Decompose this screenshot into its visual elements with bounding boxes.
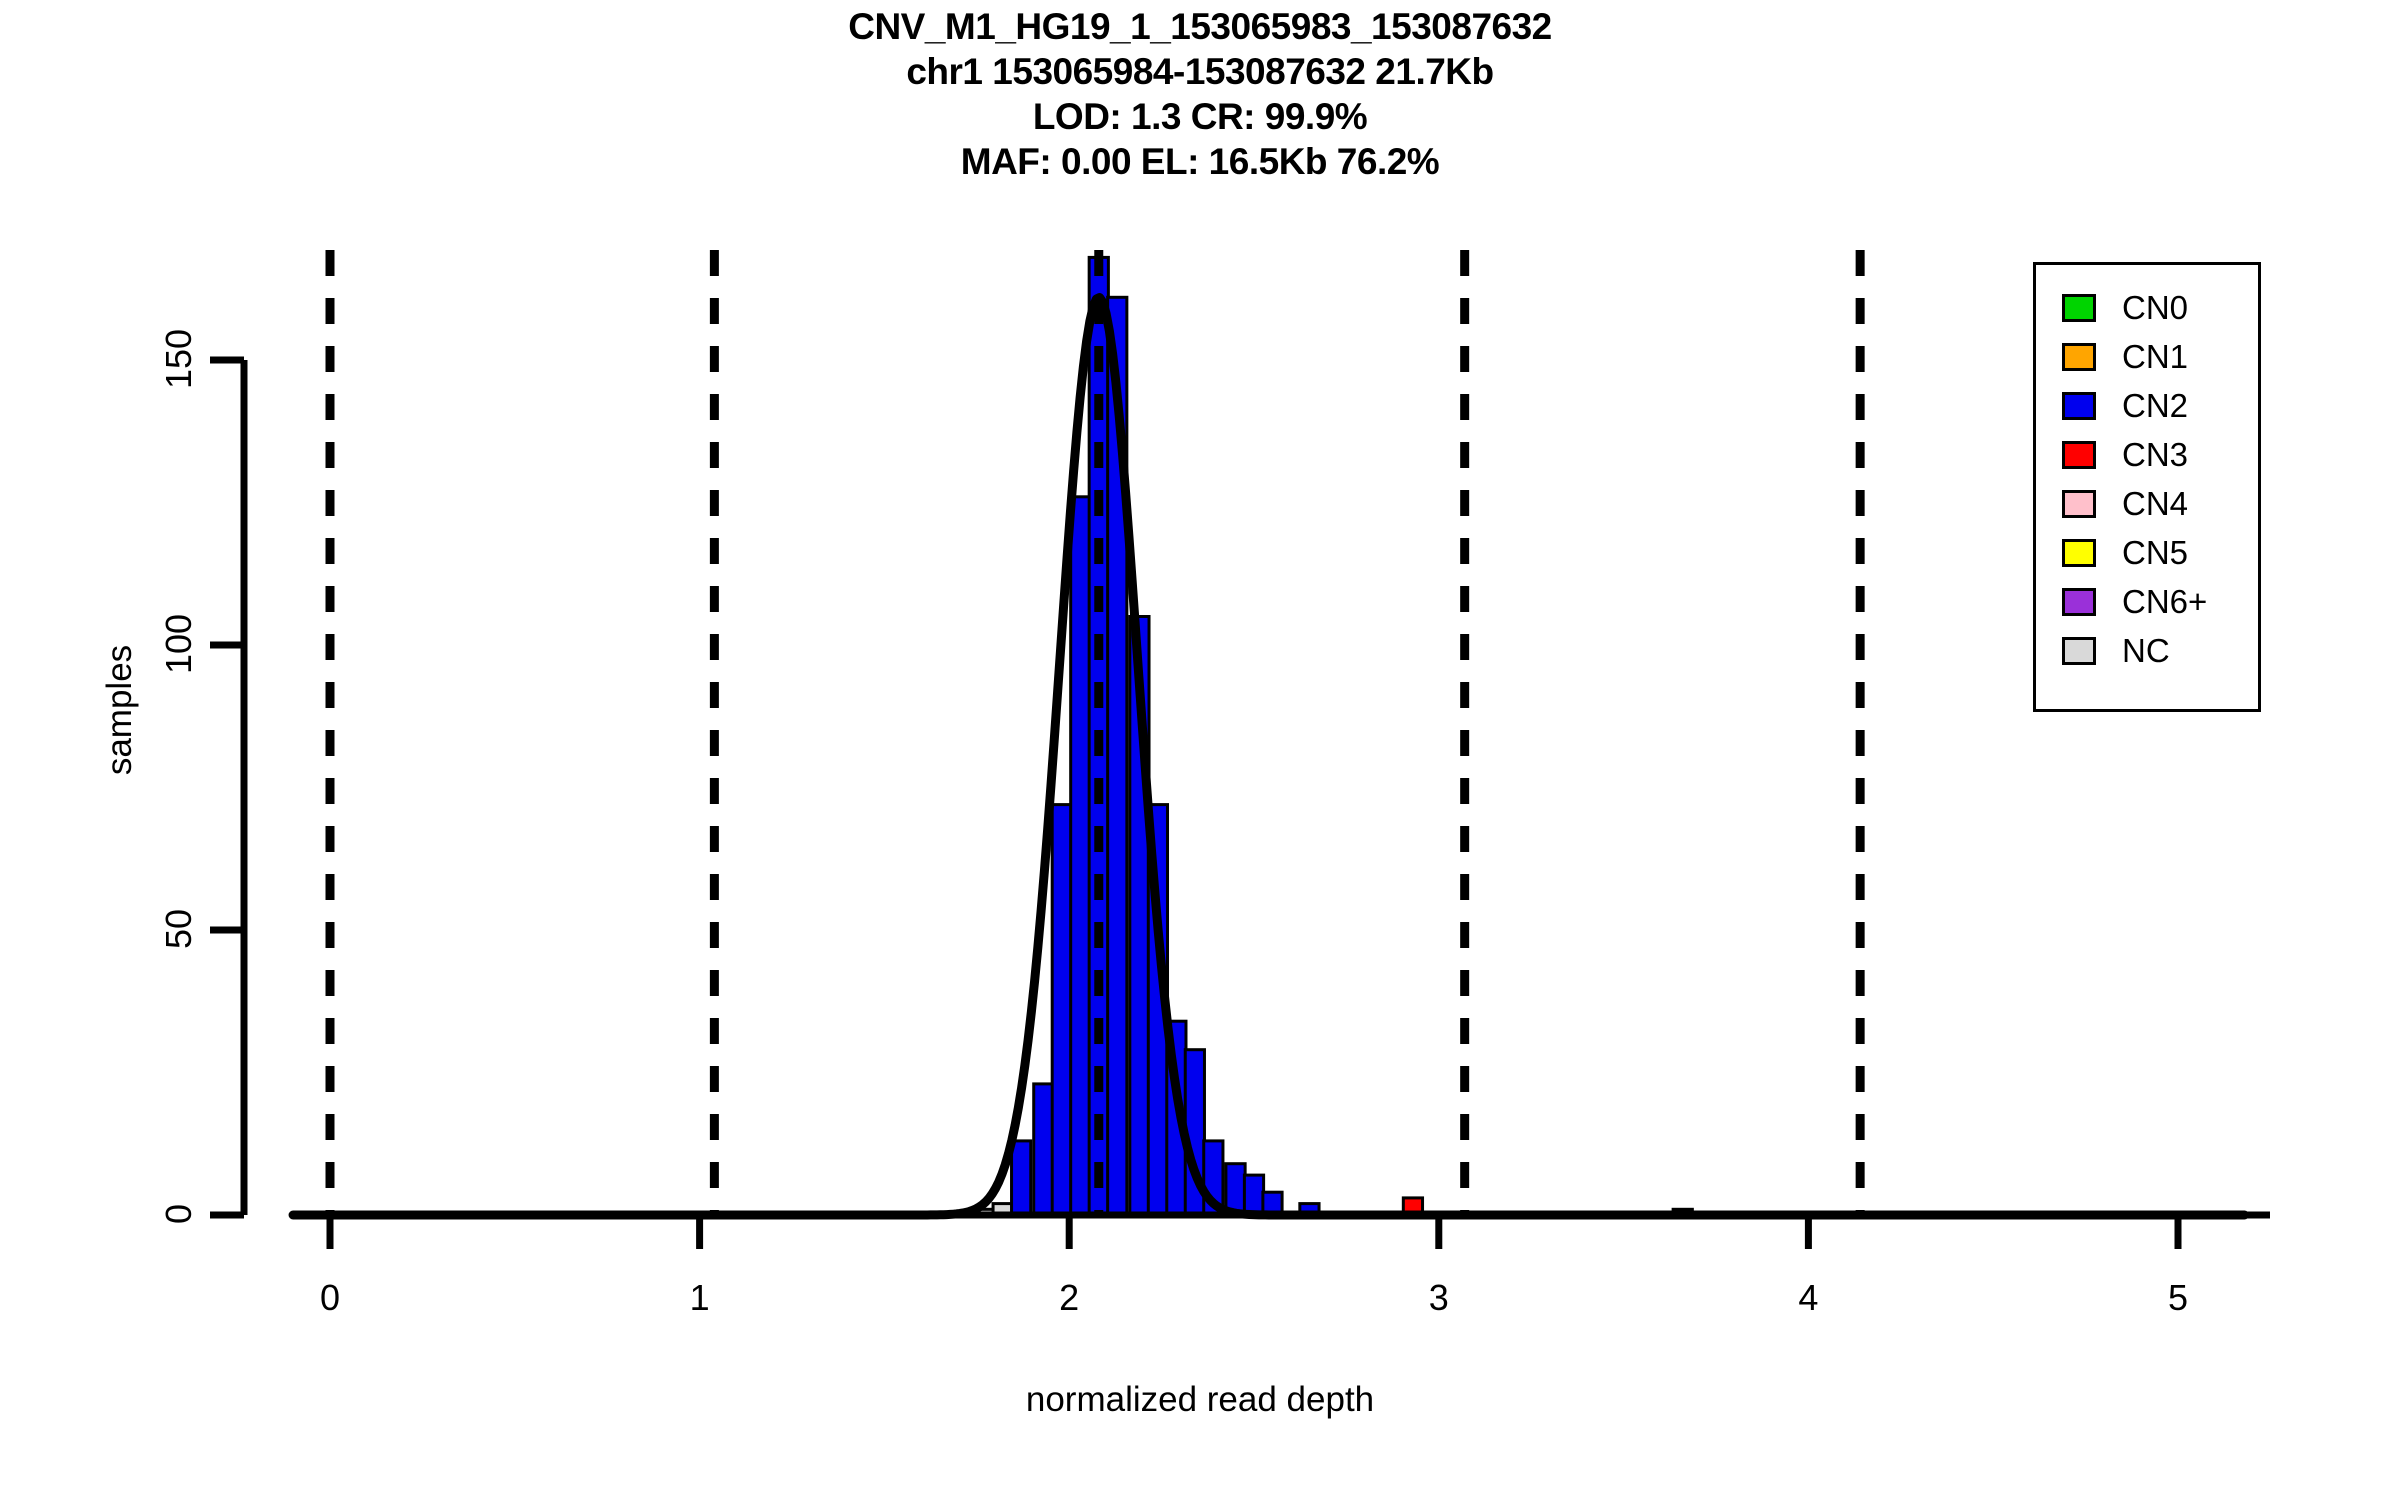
legend-item-label: CN2 xyxy=(2122,387,2189,424)
legend-item-label: CN0 xyxy=(2122,289,2189,326)
histogram-bar xyxy=(1050,803,1073,1217)
y-tick-2: 100 xyxy=(158,613,199,675)
legend-item-label: CN3 xyxy=(2122,436,2189,473)
legend-item-nc[interactable]: NC xyxy=(2036,626,2258,675)
x-tick-5: 5 xyxy=(2167,1277,2189,1318)
reference-lines xyxy=(325,250,1865,1215)
x-tick-0: 0 xyxy=(319,1277,341,1318)
x-tick-3: 3 xyxy=(1428,1277,1449,1318)
legend-item-cn5[interactable]: CN5 xyxy=(2036,528,2258,577)
histogram-bar xyxy=(1069,495,1092,1217)
x-tick-2: 2 xyxy=(1059,1277,1080,1318)
density-curve xyxy=(288,293,2250,1220)
title-line-3: LOD: 1.3 CR: 99.9% xyxy=(1032,96,1368,137)
legend-item-cn3[interactable]: CN3 xyxy=(2036,430,2258,479)
legend-swatch-icon xyxy=(2062,538,2096,567)
y-tick-1: 50 xyxy=(158,908,199,950)
legend-swatch-icon xyxy=(2062,489,2096,518)
histogram-bar xyxy=(1010,1139,1033,1217)
legend-swatch-icon xyxy=(2062,587,2096,616)
legend-item-cn1[interactable]: CN1 xyxy=(2036,332,2258,381)
histogram-bars xyxy=(973,255,1694,1217)
y-tick-0: 0 xyxy=(158,1203,199,1225)
histogram-bar xyxy=(1032,1082,1055,1217)
legend-item-label: CN4 xyxy=(2122,485,2189,522)
legend-swatch-icon xyxy=(2062,342,2096,371)
title-line-1: CNV_M1_HG19_1_153065983_153087632 xyxy=(848,6,1552,47)
legend-item-label: CN6+ xyxy=(2122,583,2208,620)
x-tick-1: 1 xyxy=(689,1277,710,1318)
x-tick-4: 4 xyxy=(1798,1277,1819,1318)
title-line-4: MAF: 0.00 EL: 16.5Kb 76.2% xyxy=(960,141,1440,182)
x-axis-label: normalized read depth xyxy=(1025,1380,1375,1419)
legend-swatch-icon xyxy=(2062,391,2096,420)
y-tick-3: 150 xyxy=(158,328,199,390)
legend-item-label: CN5 xyxy=(2122,534,2189,571)
legend: CN0 CN1 CN2 CN3 CN4 CN5 CN6+ NC xyxy=(2033,262,2261,712)
chart-title: CNV_M1_HG19_1_153065983_153087632 chr1 1… xyxy=(0,4,2400,184)
y-axis-label: samples xyxy=(100,644,139,776)
title-line-2: chr1 153065984-153087632 21.7Kb xyxy=(906,51,1494,92)
legend-item-cn0[interactable]: CN0 xyxy=(2036,283,2258,332)
legend-swatch-icon xyxy=(2062,440,2096,469)
legend-item-label: NC xyxy=(2122,632,2170,669)
histogram-bar xyxy=(1242,1173,1266,1217)
legend-item-label: CN1 xyxy=(2122,338,2189,375)
legend-swatch-icon xyxy=(2062,636,2096,665)
legend-swatch-icon xyxy=(2062,293,2096,322)
legend-item-cn4[interactable]: CN4 xyxy=(2036,479,2258,528)
legend-item-cn2[interactable]: CN2 xyxy=(2036,381,2258,430)
legend-item-cn6plus[interactable]: CN6+ xyxy=(2036,577,2258,626)
